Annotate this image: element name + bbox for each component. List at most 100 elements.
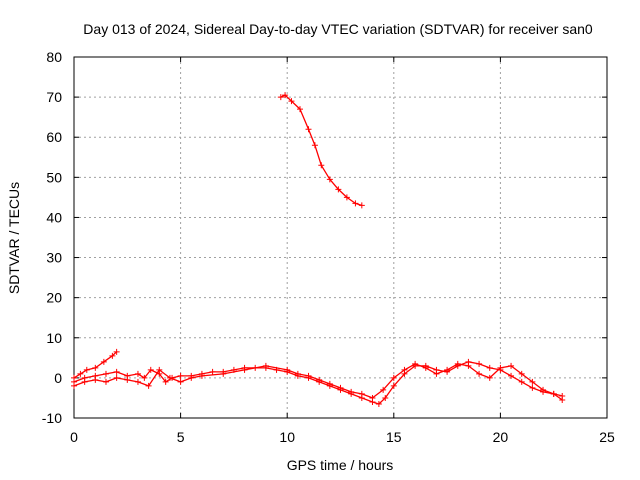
data-point (156, 366, 163, 373)
y-tick-label: -10 (42, 410, 62, 426)
data-point (476, 370, 483, 377)
data-point (102, 370, 109, 377)
data-point (113, 368, 120, 375)
data-point (162, 378, 169, 385)
x-axis-label: GPS time / hours (287, 457, 394, 473)
y-tick-label: 30 (46, 250, 62, 266)
data-point (282, 92, 289, 99)
data-point (113, 374, 120, 381)
data-point (318, 162, 325, 169)
data-point (83, 366, 90, 373)
x-tick-label: 20 (493, 429, 509, 445)
data-point (529, 378, 536, 385)
series-san0-low-b (71, 358, 566, 407)
x-tick-label: 25 (599, 429, 615, 445)
data-point (375, 400, 382, 407)
data-point (465, 362, 472, 369)
y-tick-label: 10 (46, 330, 62, 346)
data-point (326, 380, 333, 387)
data-point (343, 194, 350, 201)
data-point (390, 382, 397, 389)
data-point (518, 370, 525, 377)
data-point (476, 360, 483, 367)
data-point (358, 202, 365, 209)
series-line (280, 94, 362, 207)
data-point (382, 394, 389, 401)
data-point (422, 364, 429, 371)
y-axis-label: SDTVAR / TECUs (6, 182, 22, 294)
data-point (147, 366, 154, 373)
data-point (71, 382, 77, 389)
x-tick-label: 5 (177, 429, 185, 445)
data-point (81, 378, 88, 385)
data-point (134, 370, 141, 377)
ticks: 0 5 10 15 20 25 -10 0 10 20 30 40 50 60 70 80 (42, 49, 615, 445)
series-layer (71, 92, 566, 407)
data-point (124, 376, 131, 383)
data-point (109, 352, 116, 359)
plot-frame (73, 56, 608, 419)
data-point (369, 394, 376, 401)
grid (74, 57, 607, 418)
data-point (92, 376, 99, 383)
y-tick-label: 60 (46, 129, 62, 145)
data-point (444, 366, 451, 373)
data-point (166, 374, 173, 381)
x-tick-label: 0 (70, 429, 78, 445)
data-point (550, 390, 557, 397)
data-point (401, 366, 408, 373)
data-point (358, 390, 365, 397)
data-point (529, 384, 536, 391)
data-point (497, 364, 504, 371)
y-tick-label: 70 (46, 89, 62, 105)
data-point (241, 366, 248, 373)
data-point (412, 360, 419, 367)
data-point (100, 358, 107, 365)
data-point (540, 386, 547, 393)
chart-title: Day 013 of 2024, Sidereal Day-to-day VTE… (83, 21, 593, 37)
data-point (380, 386, 387, 393)
data-point (209, 368, 216, 375)
series-san0-low-c (71, 360, 566, 403)
data-point (277, 94, 284, 101)
data-point (294, 370, 301, 377)
data-point (316, 376, 323, 383)
series-san0-high (277, 92, 365, 209)
data-point (335, 186, 342, 193)
series-san0-low-a (71, 348, 120, 381)
data-point (296, 106, 303, 113)
data-point (220, 370, 227, 377)
data-point (348, 388, 355, 395)
data-point (102, 378, 109, 385)
data-point (113, 348, 120, 355)
data-point (77, 370, 84, 377)
data-point (352, 200, 359, 207)
data-point (337, 384, 344, 391)
data-point (177, 372, 184, 379)
y-tick-label: 40 (46, 209, 62, 225)
data-point (288, 98, 295, 105)
data-point (559, 396, 566, 403)
data-point (177, 378, 184, 385)
data-point (92, 364, 99, 371)
data-point (508, 372, 515, 379)
y-tick-label: 0 (54, 370, 62, 386)
data-point (454, 360, 461, 367)
data-point (486, 374, 493, 381)
data-point (390, 374, 397, 381)
data-point (486, 364, 493, 371)
data-point (508, 362, 515, 369)
x-tick-label: 15 (386, 429, 402, 445)
x-tick-label: 10 (279, 429, 295, 445)
data-point (284, 366, 291, 373)
data-point (262, 362, 269, 369)
data-point (433, 370, 440, 377)
data-point (305, 372, 312, 379)
y-tick-label: 80 (46, 49, 62, 65)
data-point (326, 176, 333, 183)
data-point (141, 374, 148, 381)
y-tick-label: 20 (46, 290, 62, 306)
data-point (518, 378, 525, 385)
data-point (145, 382, 152, 389)
